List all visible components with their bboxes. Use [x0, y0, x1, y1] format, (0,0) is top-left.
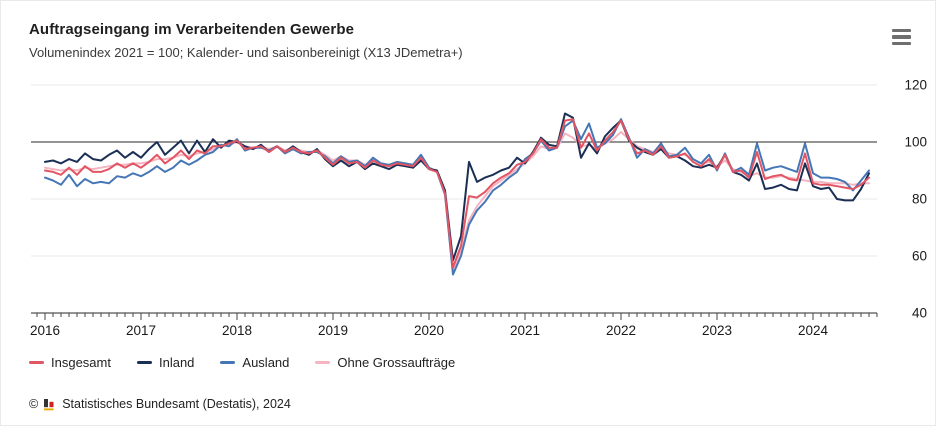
x-axis-ticks: [36, 313, 878, 320]
svg-text:2020: 2020: [414, 323, 444, 338]
legend-item-inland[interactable]: Inland: [136, 355, 195, 370]
page-title: Auftragseingang im Verarbeitenden Gewerb…: [29, 21, 355, 38]
legend-item-ausland[interactable]: Ausland: [220, 355, 289, 370]
inland-line-swatch: [136, 361, 152, 364]
line-insgesamt: [44, 118, 870, 269]
svg-text:2019: 2019: [318, 323, 348, 338]
chart-subtitle: Volumenindex 2021 = 100; Kalender- und s…: [29, 45, 463, 60]
chart-legend: Insgesamt Inland Ausland Ohne Grossauftr…: [29, 355, 455, 370]
series-lines: [44, 112, 870, 276]
svg-text:2021: 2021: [510, 323, 540, 338]
svg-text:80: 80: [912, 192, 927, 207]
legend-item-insgesamt[interactable]: Insgesamt: [29, 355, 111, 370]
svg-text:2018: 2018: [222, 323, 252, 338]
hamburger-menu-icon[interactable]: [892, 29, 911, 45]
copyright-symbol: ©: [29, 397, 39, 411]
svg-text:120: 120: [904, 78, 927, 93]
svg-text:40: 40: [912, 306, 927, 321]
svg-text:2016: 2016: [30, 323, 60, 338]
legend-label: Ohne Grossaufträge: [337, 355, 456, 370]
legend-item-ohne-grossauftraege[interactable]: Ohne Grossaufträge: [315, 355, 455, 370]
line-inland: [44, 112, 870, 262]
svg-text:60: 60: [912, 249, 927, 264]
svg-text:2017: 2017: [126, 323, 156, 338]
svg-text:2023: 2023: [702, 323, 732, 338]
svg-text:2024: 2024: [798, 323, 829, 338]
svg-text:2022: 2022: [606, 323, 636, 338]
x-axis-labels: 2016 2017 2018 2019 2020 2021 2022 2023 2024: [30, 323, 829, 338]
ausland-line-swatch: [220, 361, 236, 364]
destatis-bars-icon: [44, 398, 54, 410]
source-attribution: © Statistisches Bundesamt (Destatis), 20…: [29, 397, 291, 411]
ohne-grossauftraege-line-swatch: [315, 361, 331, 364]
legend-label: Ausland: [242, 355, 290, 370]
legend-label: Inland: [158, 355, 195, 370]
legend-label: Insgesamt: [51, 355, 111, 370]
svg-text:100: 100: [904, 135, 927, 150]
source-text: Statistisches Bundesamt (Destatis), 2024: [62, 397, 291, 411]
insgesamt-line-swatch: [29, 361, 44, 364]
y-axis-labels: 40 60 80 100 120: [904, 78, 927, 321]
y-gridlines: [31, 84, 877, 314]
